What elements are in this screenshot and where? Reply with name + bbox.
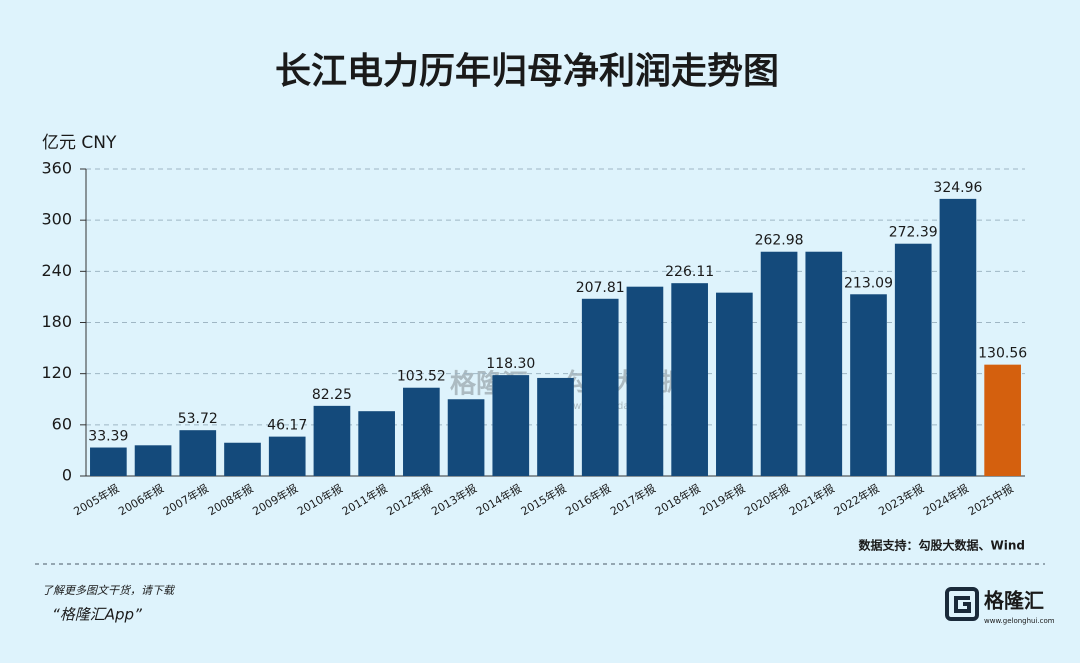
x-tick-label: 2010年报 xyxy=(295,481,345,518)
x-tick-label: 2015年报 xyxy=(518,481,568,518)
y-tick-label: 360 xyxy=(41,159,72,178)
bar xyxy=(358,411,395,476)
x-tick-label: 2018年报 xyxy=(652,481,702,518)
bar xyxy=(134,445,172,476)
bar xyxy=(760,251,798,476)
bar xyxy=(179,430,217,476)
x-tick-label: 2024年报 xyxy=(921,481,971,518)
value-label: 213.09 xyxy=(844,275,893,291)
logo-text: 格隆汇 xyxy=(984,589,1044,613)
logo-icon-g xyxy=(954,596,971,613)
bar xyxy=(90,447,127,476)
value-label: 262.98 xyxy=(755,233,804,249)
footer-line2: “格隆汇App” xyxy=(52,606,142,624)
x-tick-label: 2016年报 xyxy=(563,481,613,518)
chart-title: 长江电力历年归母净利润走势图 xyxy=(275,51,779,92)
y-axis-label: 亿元 CNY xyxy=(42,133,117,153)
value-label: 130.56 xyxy=(978,346,1027,362)
bar xyxy=(939,198,977,476)
x-tick-label: 2023年报 xyxy=(876,481,926,518)
value-label: 53.72 xyxy=(178,411,218,427)
value-label: 272.39 xyxy=(889,225,938,241)
y-tick-label: 240 xyxy=(41,261,72,280)
bar xyxy=(984,364,1021,476)
bar xyxy=(224,442,261,476)
bar xyxy=(268,436,306,476)
y-tick-label: 0 xyxy=(62,466,72,485)
bar xyxy=(403,387,440,476)
logo-icon xyxy=(945,587,979,621)
y-tick-label: 60 xyxy=(52,414,72,433)
value-label: 324.96 xyxy=(933,180,982,196)
value-label: 33.39 xyxy=(88,429,128,445)
value-label: 46.17 xyxy=(267,418,307,434)
y-tick-label: 120 xyxy=(41,363,72,382)
x-tick-label: 2019年报 xyxy=(697,481,747,518)
x-tick-label: 2011年报 xyxy=(339,481,389,518)
bar xyxy=(537,377,574,476)
bar xyxy=(716,292,753,476)
x-tick-label: 2020年报 xyxy=(742,481,792,518)
x-tick-label: 2014年报 xyxy=(473,481,523,518)
bar xyxy=(894,243,932,476)
value-label: 82.25 xyxy=(312,387,352,403)
x-tick-label: 2013年报 xyxy=(429,481,479,518)
x-tick-label: 2012年报 xyxy=(384,481,434,518)
value-label: 103.52 xyxy=(397,369,446,385)
value-label: 226.11 xyxy=(665,264,714,280)
y-tick-label: 180 xyxy=(41,312,72,331)
x-tick-label: 2005年报 xyxy=(71,481,121,518)
x-tick-label: 2021年报 xyxy=(786,481,836,518)
x-tick-label: 2007年报 xyxy=(160,481,210,518)
logo-url: www.gelonghui.com xyxy=(984,617,1055,625)
source: 数据支持：勾股大数据、Wind xyxy=(859,538,1025,553)
bar xyxy=(850,294,887,476)
bar xyxy=(671,283,708,476)
x-tick-label: 2017年报 xyxy=(608,481,658,518)
value-label: 207.81 xyxy=(576,280,625,296)
bar xyxy=(805,251,843,476)
x-tick-label: 2009年报 xyxy=(250,481,300,518)
footer-line1: 了解更多图文干货，请下载 xyxy=(42,584,176,597)
bar xyxy=(626,286,664,476)
bar xyxy=(492,375,530,476)
x-tick-label: 2006年报 xyxy=(116,481,166,518)
value-label: 118.30 xyxy=(486,356,535,372)
x-tick-label: 2008年报 xyxy=(205,481,255,518)
bar xyxy=(581,298,619,476)
y-tick-label: 300 xyxy=(41,210,72,229)
x-tick-label: 2022年报 xyxy=(831,481,881,518)
bar xyxy=(447,399,485,476)
bar xyxy=(313,405,351,476)
x-tick-label: 2025中报 xyxy=(965,481,1015,518)
